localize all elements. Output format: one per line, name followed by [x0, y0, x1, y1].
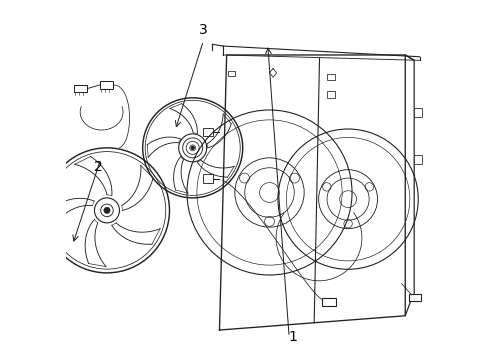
FancyBboxPatch shape — [228, 71, 234, 76]
Circle shape — [191, 147, 194, 149]
FancyBboxPatch shape — [413, 155, 421, 164]
FancyBboxPatch shape — [74, 85, 87, 93]
Circle shape — [103, 207, 110, 213]
FancyBboxPatch shape — [203, 128, 213, 136]
FancyBboxPatch shape — [326, 73, 334, 80]
FancyBboxPatch shape — [322, 298, 335, 306]
FancyBboxPatch shape — [100, 81, 113, 89]
Text: 1: 1 — [288, 330, 297, 344]
Text: 3: 3 — [199, 23, 207, 37]
FancyBboxPatch shape — [408, 294, 421, 301]
FancyBboxPatch shape — [203, 175, 213, 183]
Text: 2: 2 — [94, 160, 103, 174]
FancyBboxPatch shape — [326, 91, 334, 98]
FancyBboxPatch shape — [413, 108, 421, 117]
